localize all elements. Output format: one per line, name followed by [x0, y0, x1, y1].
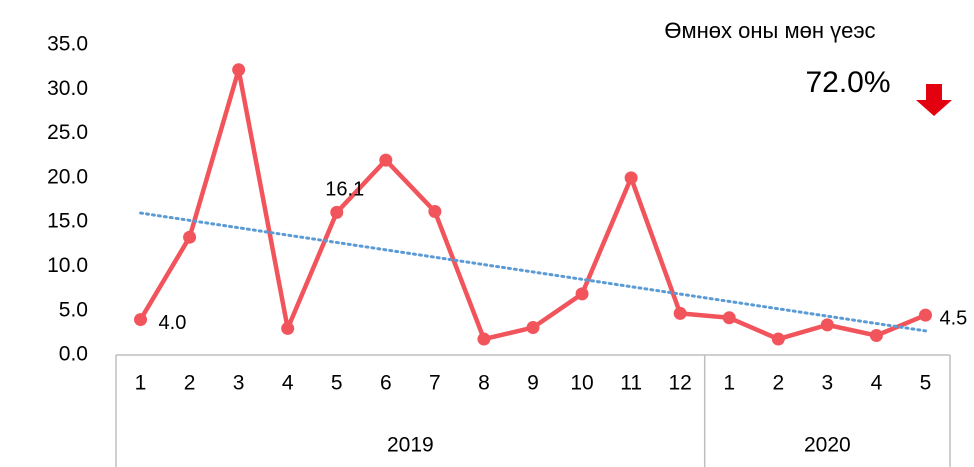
- x-tick-label: 6: [380, 372, 392, 395]
- y-tick-label: 25.0: [47, 121, 88, 144]
- line: [138, 67, 927, 342]
- x-tick-label: 5: [331, 372, 343, 395]
- y-tick-label: 0.0: [59, 343, 88, 366]
- marker: [575, 287, 589, 301]
- marker: [722, 311, 736, 325]
- y-tick-label: 35.0: [47, 33, 88, 56]
- marker: [183, 230, 197, 244]
- marker: [771, 332, 785, 346]
- x-tick-label: 11: [620, 372, 642, 395]
- x-tick-label: 1: [135, 372, 147, 395]
- x-tick-label: 4: [282, 372, 294, 395]
- marker: [526, 321, 540, 335]
- marker: [673, 306, 687, 320]
- marker: [869, 329, 883, 343]
- x-tick-label: 2: [772, 372, 784, 395]
- x-tick-label: 10: [570, 372, 593, 395]
- marker: [428, 205, 442, 219]
- marker: [330, 205, 344, 219]
- x-tick-label: 12: [668, 372, 691, 395]
- marker: [232, 63, 246, 77]
- marker: [134, 313, 148, 327]
- y-tick-label: 20.0: [47, 165, 88, 188]
- y-tick-label: 15.0: [47, 210, 88, 233]
- trendline: [139, 211, 927, 333]
- x-tick-label: 2: [184, 372, 196, 395]
- marker: [820, 318, 834, 332]
- marker: [624, 171, 638, 185]
- annotation-arrow: [916, 84, 952, 116]
- data-label: 16.1: [325, 179, 364, 201]
- data-label: 4.0: [159, 312, 187, 334]
- x-tick-label: 4: [871, 372, 883, 395]
- x-tick-label: 8: [478, 372, 490, 395]
- y-tick-label: 10.0: [47, 254, 88, 277]
- marker: [379, 153, 393, 167]
- marker: [281, 321, 295, 335]
- y-tick-label: 30.0: [47, 77, 88, 100]
- group-label: 2020: [804, 434, 851, 457]
- x-tick-label: 9: [527, 372, 539, 395]
- marker: [477, 332, 491, 346]
- x-tick-label: 3: [822, 372, 834, 395]
- marker: [918, 308, 932, 322]
- annotation-text: Өмнөх оны мөн үеэс: [664, 18, 875, 43]
- data-label: 4.5: [939, 307, 967, 329]
- x-tick-label: 3: [233, 372, 245, 395]
- annotation-value: 72.0%: [805, 66, 890, 99]
- y-tick-label: 5.0: [59, 298, 88, 321]
- x-tick-label: 1: [723, 372, 735, 395]
- x-tick-label: 5: [920, 372, 932, 395]
- x-tick-label: 7: [429, 372, 441, 395]
- group-label: 2019: [387, 434, 434, 457]
